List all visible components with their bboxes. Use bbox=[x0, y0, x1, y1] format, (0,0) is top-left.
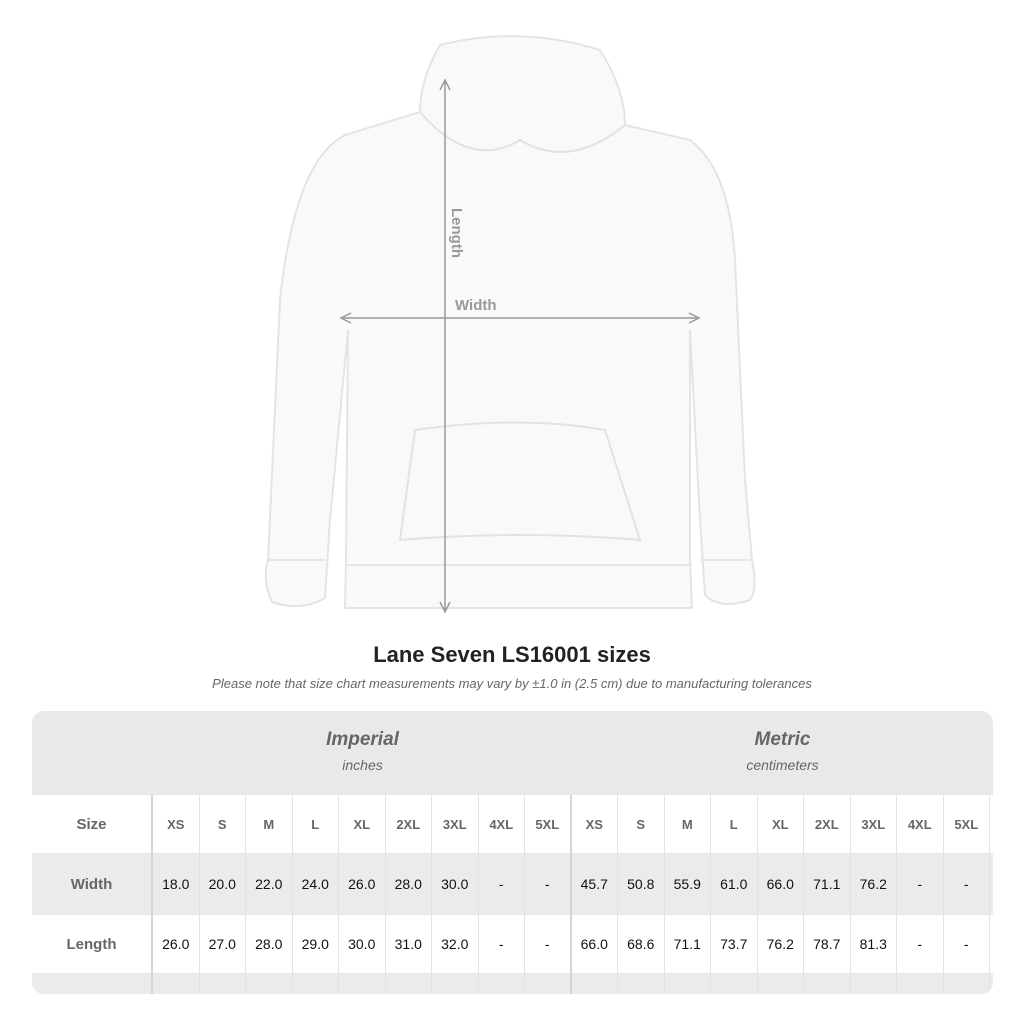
metric-unit: centimeters bbox=[746, 757, 819, 773]
imperial-value-cell: 29.0 bbox=[293, 915, 339, 973]
metric-value-cell: 71.1 bbox=[665, 915, 711, 973]
metric-value-cell: - bbox=[897, 853, 944, 915]
imperial-label: Imperial bbox=[326, 729, 399, 750]
size-column-header: 2XL bbox=[386, 795, 432, 853]
metric-value-cell: - bbox=[944, 915, 990, 973]
table-row: Length 26.0 27.0 28.0 29.0 30.0 31.0 32.0- -66.0… bbox=[32, 915, 993, 973]
imperial-value-cell: 27.0 bbox=[200, 915, 246, 973]
imperial-value-cell: 28.0 bbox=[246, 915, 293, 973]
metric-value-cell bbox=[944, 973, 990, 994]
metric-value-cell: 71.1 bbox=[804, 853, 851, 915]
size-column-header: 4XL bbox=[479, 795, 525, 853]
metric-value-cell: 66.0 bbox=[758, 853, 804, 915]
size-column-header: L bbox=[293, 795, 339, 853]
hoodie-image bbox=[264, 35, 756, 609]
size-column-header: M bbox=[246, 795, 293, 853]
size-column-header: 4XL bbox=[897, 795, 944, 853]
imperial-value-cell: 30.0 bbox=[432, 853, 479, 915]
metric-value-cell: 76.2 bbox=[758, 915, 804, 973]
imperial-value-cell: - bbox=[525, 853, 572, 915]
length-arrow bbox=[439, 78, 451, 614]
imperial-value-cell: 26.0 bbox=[339, 853, 386, 915]
imperial-value-cell: 24.0 bbox=[293, 853, 339, 915]
metric-label: Metric bbox=[754, 729, 811, 750]
imperial-value-cell: 26.0 bbox=[153, 915, 200, 973]
metric-value-cell bbox=[897, 973, 944, 994]
imperial-value-cell bbox=[432, 973, 479, 994]
metric-value-cell bbox=[804, 973, 851, 994]
imperial-unit: inches bbox=[342, 757, 383, 773]
hoodie-diagram: Length Width bbox=[264, 35, 756, 614]
size-column-header: S bbox=[200, 795, 246, 853]
metric-value-cell bbox=[758, 973, 804, 994]
metric-value-cell: 50.8 bbox=[618, 853, 665, 915]
size-column-header: XS bbox=[153, 795, 200, 853]
metric-header: Metric centimeters bbox=[572, 711, 993, 795]
size-column-header: 3XL bbox=[432, 795, 479, 853]
size-column-header: XL bbox=[758, 795, 804, 853]
imperial-value-cell: 32.0 bbox=[432, 915, 479, 973]
row-label: Width bbox=[32, 853, 153, 915]
size-column-header: S bbox=[618, 795, 665, 853]
imperial-value-cell: 28.0 bbox=[386, 853, 432, 915]
size-column-header: XL bbox=[339, 795, 386, 853]
metric-value-cell bbox=[851, 973, 897, 994]
metric-value-cell: 55.9 bbox=[665, 853, 711, 915]
metric-value-cell: 78.7 bbox=[804, 915, 851, 973]
imperial-value-cell: 22.0 bbox=[246, 853, 293, 915]
imperial-value-cell: 31.0 bbox=[386, 915, 432, 973]
imperial-value-cell bbox=[525, 973, 572, 994]
imperial-value-cell bbox=[293, 973, 339, 994]
metric-value-cell: - bbox=[897, 915, 944, 973]
metric-value-cell: 76.2 bbox=[851, 853, 897, 915]
imperial-value-cell: - bbox=[479, 915, 525, 973]
width-arrow bbox=[339, 312, 701, 324]
imperial-value-cell bbox=[246, 973, 293, 994]
table-footer-row bbox=[32, 973, 993, 994]
metric-value-cell bbox=[618, 973, 665, 994]
metric-value-cell bbox=[572, 973, 618, 994]
imperial-header: Imperial inches bbox=[153, 711, 572, 795]
imperial-value-cell: - bbox=[525, 915, 572, 973]
row-label: Size bbox=[32, 795, 153, 853]
width-label: Width bbox=[455, 297, 497, 314]
table-row: Width 18.0 20.0 22.0 24.0 26.0 28.0 30.0- -45.7 5… bbox=[32, 853, 993, 915]
imperial-value-cell bbox=[200, 973, 246, 994]
metric-value-cell: 61.0 bbox=[711, 853, 758, 915]
imperial-value-cell: 18.0 bbox=[153, 853, 200, 915]
page-title: Lane Seven LS16001 sizes bbox=[373, 642, 651, 667]
length-label: Length bbox=[448, 208, 465, 258]
size-table: Imperial inches Metric centimeters Size X… bbox=[32, 711, 993, 994]
metric-value-cell: 68.6 bbox=[618, 915, 665, 973]
size-column-header: 2XL bbox=[804, 795, 851, 853]
imperial-value-cell bbox=[479, 973, 525, 994]
size-header-row: Size XS S M L XL 2XL 3XL 4XL 5XL XS S M L XL 2XL 3XL 4XL 5… bbox=[32, 795, 993, 853]
metric-value-cell bbox=[665, 973, 711, 994]
size-column-header: L bbox=[711, 795, 758, 853]
metric-value-cell: 45.7 bbox=[572, 853, 618, 915]
metric-value-cell bbox=[711, 973, 758, 994]
size-column-header: 5XL bbox=[944, 795, 990, 853]
imperial-value-cell bbox=[386, 973, 432, 994]
metric-value-cell: 81.3 bbox=[851, 915, 897, 973]
row-label bbox=[32, 973, 153, 994]
imperial-value-cell bbox=[153, 973, 200, 994]
size-column-header: 3XL bbox=[851, 795, 897, 853]
row-label: Length bbox=[32, 915, 153, 973]
tolerance-note: Please note that size chart measurements… bbox=[212, 676, 812, 691]
imperial-value-cell: 30.0 bbox=[339, 915, 386, 973]
metric-value-cell: 66.0 bbox=[572, 915, 618, 973]
imperial-value-cell: - bbox=[479, 853, 525, 915]
size-column-header: M bbox=[665, 795, 711, 853]
imperial-value-cell bbox=[339, 973, 386, 994]
metric-value-cell: 73.7 bbox=[711, 915, 758, 973]
imperial-value-cell: 20.0 bbox=[200, 853, 246, 915]
size-column-header: 5XL bbox=[525, 795, 572, 853]
metric-value-cell: - bbox=[944, 853, 990, 915]
size-column-header: XS bbox=[572, 795, 618, 853]
